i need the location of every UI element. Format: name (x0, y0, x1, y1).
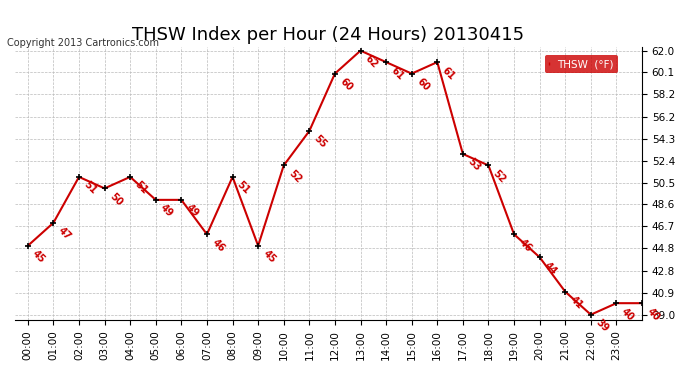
Text: 47: 47 (56, 226, 72, 242)
Text: 52: 52 (286, 168, 303, 185)
Text: 45: 45 (30, 249, 47, 265)
Text: 45: 45 (261, 249, 277, 265)
Text: 40: 40 (619, 306, 635, 322)
Text: 41: 41 (568, 294, 584, 311)
Title: THSW Index per Hour (24 Hours) 20130415: THSW Index per Hour (24 Hours) 20130415 (132, 26, 524, 44)
Text: 51: 51 (81, 180, 99, 196)
Text: 61: 61 (389, 65, 406, 81)
Text: 39: 39 (593, 318, 610, 334)
Text: 51: 51 (133, 180, 150, 196)
Text: 49: 49 (184, 202, 201, 219)
Legend: THSW  (°F): THSW (°F) (545, 55, 618, 74)
Text: 51: 51 (235, 180, 252, 196)
Text: 53: 53 (466, 157, 482, 173)
Text: 40: 40 (645, 306, 662, 322)
Text: 61: 61 (440, 65, 457, 81)
Text: 46: 46 (517, 237, 533, 254)
Text: Copyright 2013 Cartronics.com: Copyright 2013 Cartronics.com (7, 38, 159, 48)
Text: 55: 55 (312, 134, 328, 150)
Text: 60: 60 (337, 76, 354, 93)
Text: 50: 50 (108, 191, 124, 208)
Text: 46: 46 (210, 237, 226, 254)
Text: 44: 44 (542, 260, 559, 277)
Text: 62: 62 (363, 53, 380, 70)
Text: 52: 52 (491, 168, 508, 185)
Text: 60: 60 (415, 76, 431, 93)
Text: 49: 49 (159, 202, 175, 219)
